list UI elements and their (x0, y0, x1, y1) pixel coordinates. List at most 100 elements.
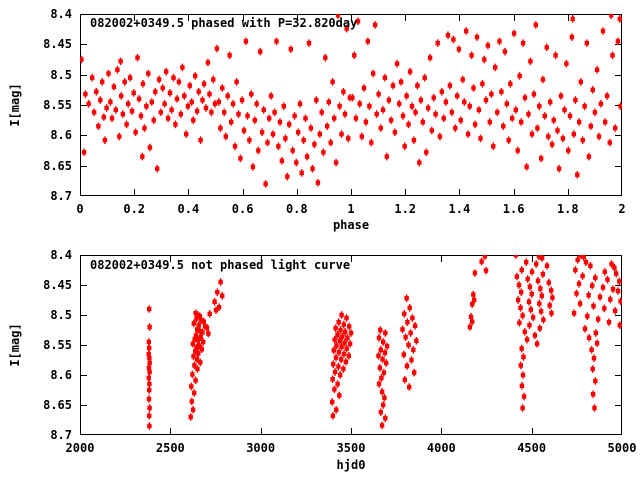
data-point (519, 266, 524, 274)
data-point (551, 116, 556, 124)
data-point (308, 124, 314, 132)
data-point (519, 118, 524, 126)
data-point (558, 92, 564, 100)
data-point (200, 96, 205, 104)
data-point (410, 314, 415, 322)
data-point (604, 92, 610, 100)
data-point (176, 78, 182, 86)
data-point (194, 343, 199, 352)
data-point (199, 316, 204, 325)
y-tick-label: 8.6 (50, 128, 72, 143)
data-point (526, 110, 531, 118)
data-point (584, 39, 589, 47)
data-point (378, 124, 383, 132)
data-point (258, 47, 263, 56)
data-point (606, 318, 612, 326)
data-point (381, 368, 387, 377)
data-point (427, 53, 433, 62)
phased-plot-title: 082002+0349.5 phased with P=32.820day (90, 16, 358, 30)
data-point (338, 326, 343, 334)
data-point (194, 355, 200, 364)
data-point (232, 142, 238, 151)
data-point (335, 380, 340, 388)
data-point (147, 380, 152, 388)
data-point (104, 104, 109, 112)
data-point (613, 124, 618, 132)
data-point (566, 146, 571, 155)
data-point (147, 344, 152, 352)
data-point (519, 382, 525, 390)
data-point (383, 329, 388, 337)
data-point (191, 116, 196, 124)
data-point (146, 364, 152, 372)
data-point (567, 112, 573, 120)
data-point (328, 138, 333, 147)
data-point (333, 324, 338, 332)
data-point (340, 332, 345, 341)
data-point (189, 397, 194, 406)
data-point (374, 110, 379, 118)
data-point (400, 325, 405, 334)
data-point (384, 342, 390, 350)
data-point (590, 281, 595, 290)
x-tick-label: 2000 (65, 441, 95, 455)
data-point (573, 266, 578, 274)
data-point (198, 136, 203, 144)
data-point (378, 408, 383, 416)
y-tick-label: 8.6 (50, 368, 72, 382)
data-point (285, 172, 290, 181)
data-point (525, 275, 530, 283)
data-point (460, 75, 465, 84)
data-point (586, 334, 592, 342)
unphased-plot (80, 255, 622, 435)
data-point (333, 353, 339, 362)
data-point (102, 136, 108, 144)
data-point (583, 258, 589, 266)
data-point (564, 59, 569, 68)
data-point (596, 132, 602, 141)
data-point (526, 298, 532, 306)
data-point (196, 87, 201, 96)
x-tick-label: 1.2 (394, 202, 417, 216)
data-point (593, 329, 598, 337)
x-tick-label: 2 (618, 202, 626, 216)
data-point (376, 334, 382, 342)
data-point (205, 58, 211, 67)
data-point (596, 315, 601, 323)
data-point (573, 96, 578, 104)
data-point (353, 114, 359, 123)
data-point (100, 78, 105, 86)
data-point (371, 69, 376, 78)
data-point (171, 73, 176, 82)
data-point (330, 78, 335, 86)
data-point (412, 322, 418, 330)
data-point (429, 126, 434, 135)
data-point (344, 24, 349, 33)
data-point (338, 355, 344, 364)
data-point (531, 90, 537, 98)
data-point (341, 350, 347, 358)
data-point (593, 377, 598, 385)
data-point (516, 281, 522, 289)
data-point (422, 73, 427, 82)
data-point (535, 124, 540, 132)
data-point (369, 138, 374, 147)
data-point (376, 90, 381, 98)
data-point (569, 33, 575, 41)
data-point (294, 158, 299, 167)
data-point (156, 75, 162, 84)
data-point (189, 98, 194, 106)
data-point (400, 112, 406, 120)
x-tick-label: 0.4 (177, 202, 200, 216)
data-point (519, 344, 524, 353)
unphased-plot-ylabel: I[mag] (8, 323, 22, 367)
data-point (341, 365, 346, 373)
data-point (198, 333, 203, 341)
data-point (220, 84, 225, 92)
data-point (215, 288, 220, 296)
data-point (524, 335, 530, 344)
data-point (534, 260, 539, 268)
data-point (435, 39, 440, 47)
data-point (267, 114, 272, 123)
data-point (312, 140, 317, 149)
